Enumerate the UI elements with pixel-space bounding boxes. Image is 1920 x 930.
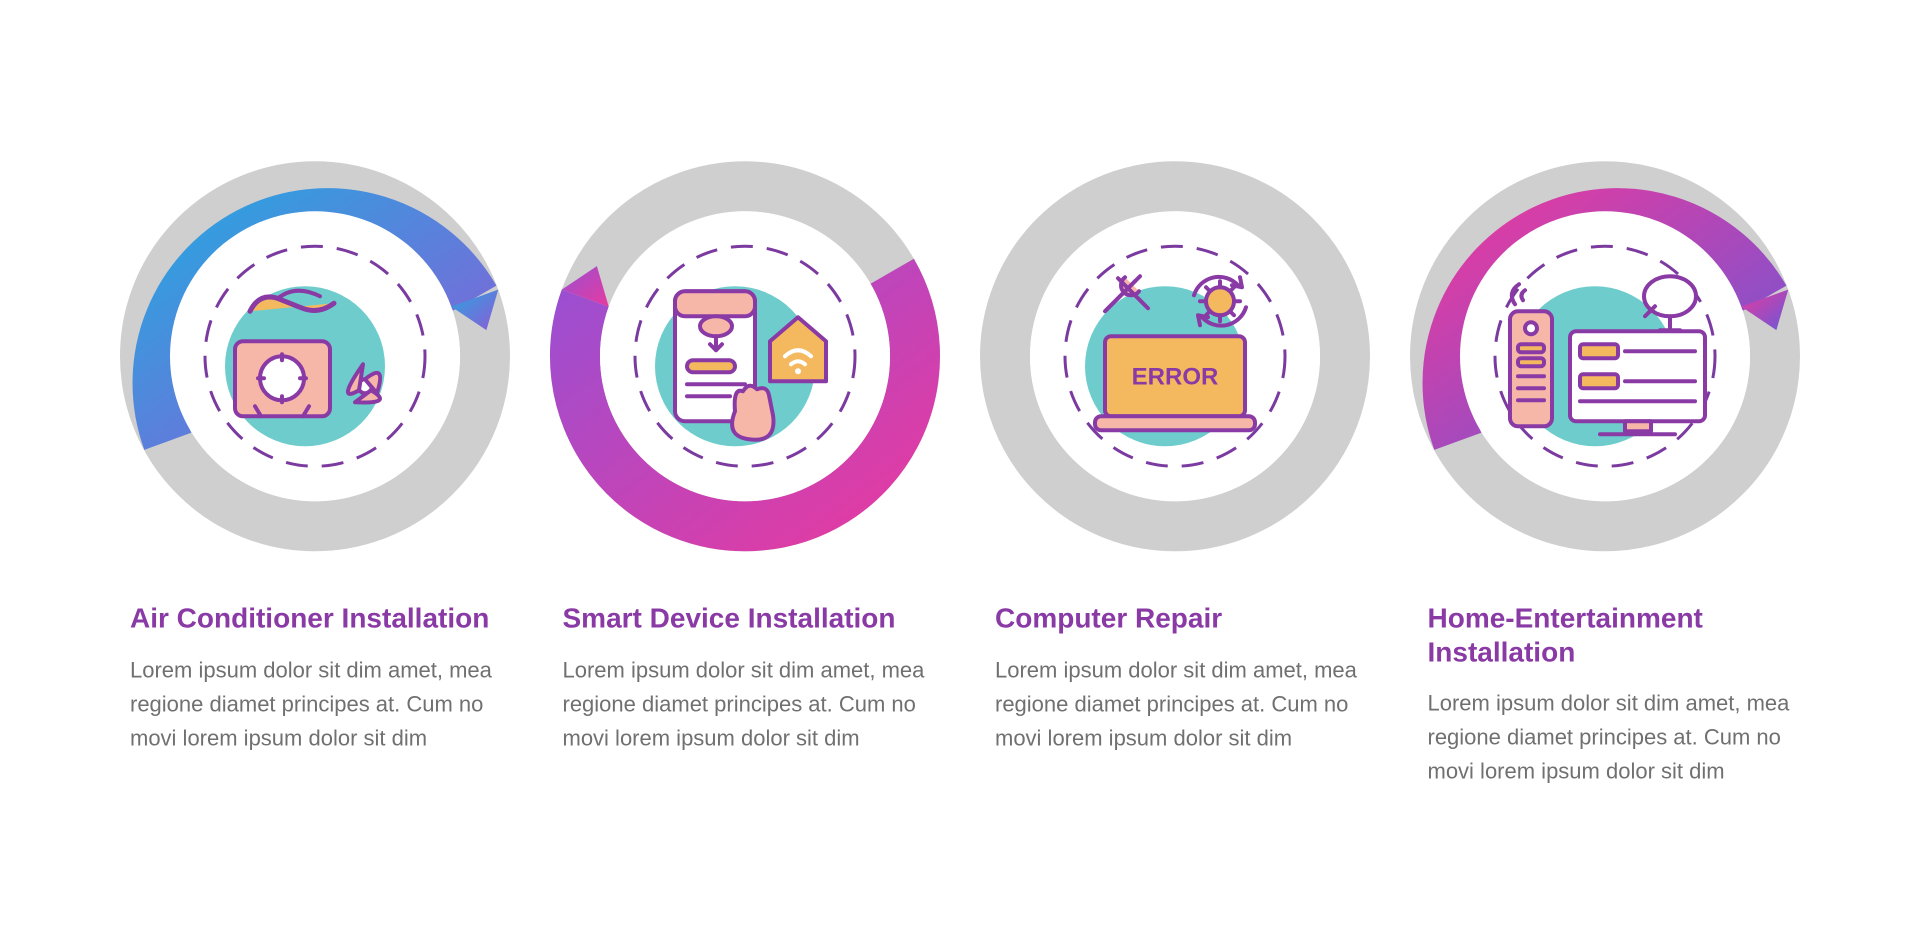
body-1: Lorem ipsum dolor sit dim amet, mea regi…: [563, 653, 926, 755]
title-2: Computer Repair: [995, 601, 1358, 635]
col-1: Smart Device Installation Lorem ipsum do…: [563, 601, 926, 788]
rings-svg: [100, 141, 1820, 571]
col-2: Computer Repair Lorem ipsum dolor sit di…: [995, 601, 1358, 788]
col-0: Air Conditioner Installation Lorem ipsum…: [130, 601, 493, 788]
body-3: Lorem ipsum dolor sit dim amet, mea regi…: [1428, 686, 1791, 788]
title-0: Air Conditioner Installation: [130, 601, 493, 635]
rings-row: ERROR: [100, 141, 1820, 571]
text-row: Air Conditioner Installation Lorem ipsum…: [100, 571, 1820, 788]
title-1: Smart Device Installation: [563, 601, 926, 635]
body-2: Lorem ipsum dolor sit dim amet, mea regi…: [995, 653, 1358, 755]
infographic-stage: ERROR Air Conditioner Installation Lor: [100, 141, 1820, 788]
title-3: Home-Entertainment Installation: [1428, 601, 1791, 668]
col-3: Home-Entertainment Installation Lorem ip…: [1428, 601, 1791, 788]
body-0: Lorem ipsum dolor sit dim amet, mea regi…: [130, 653, 493, 755]
